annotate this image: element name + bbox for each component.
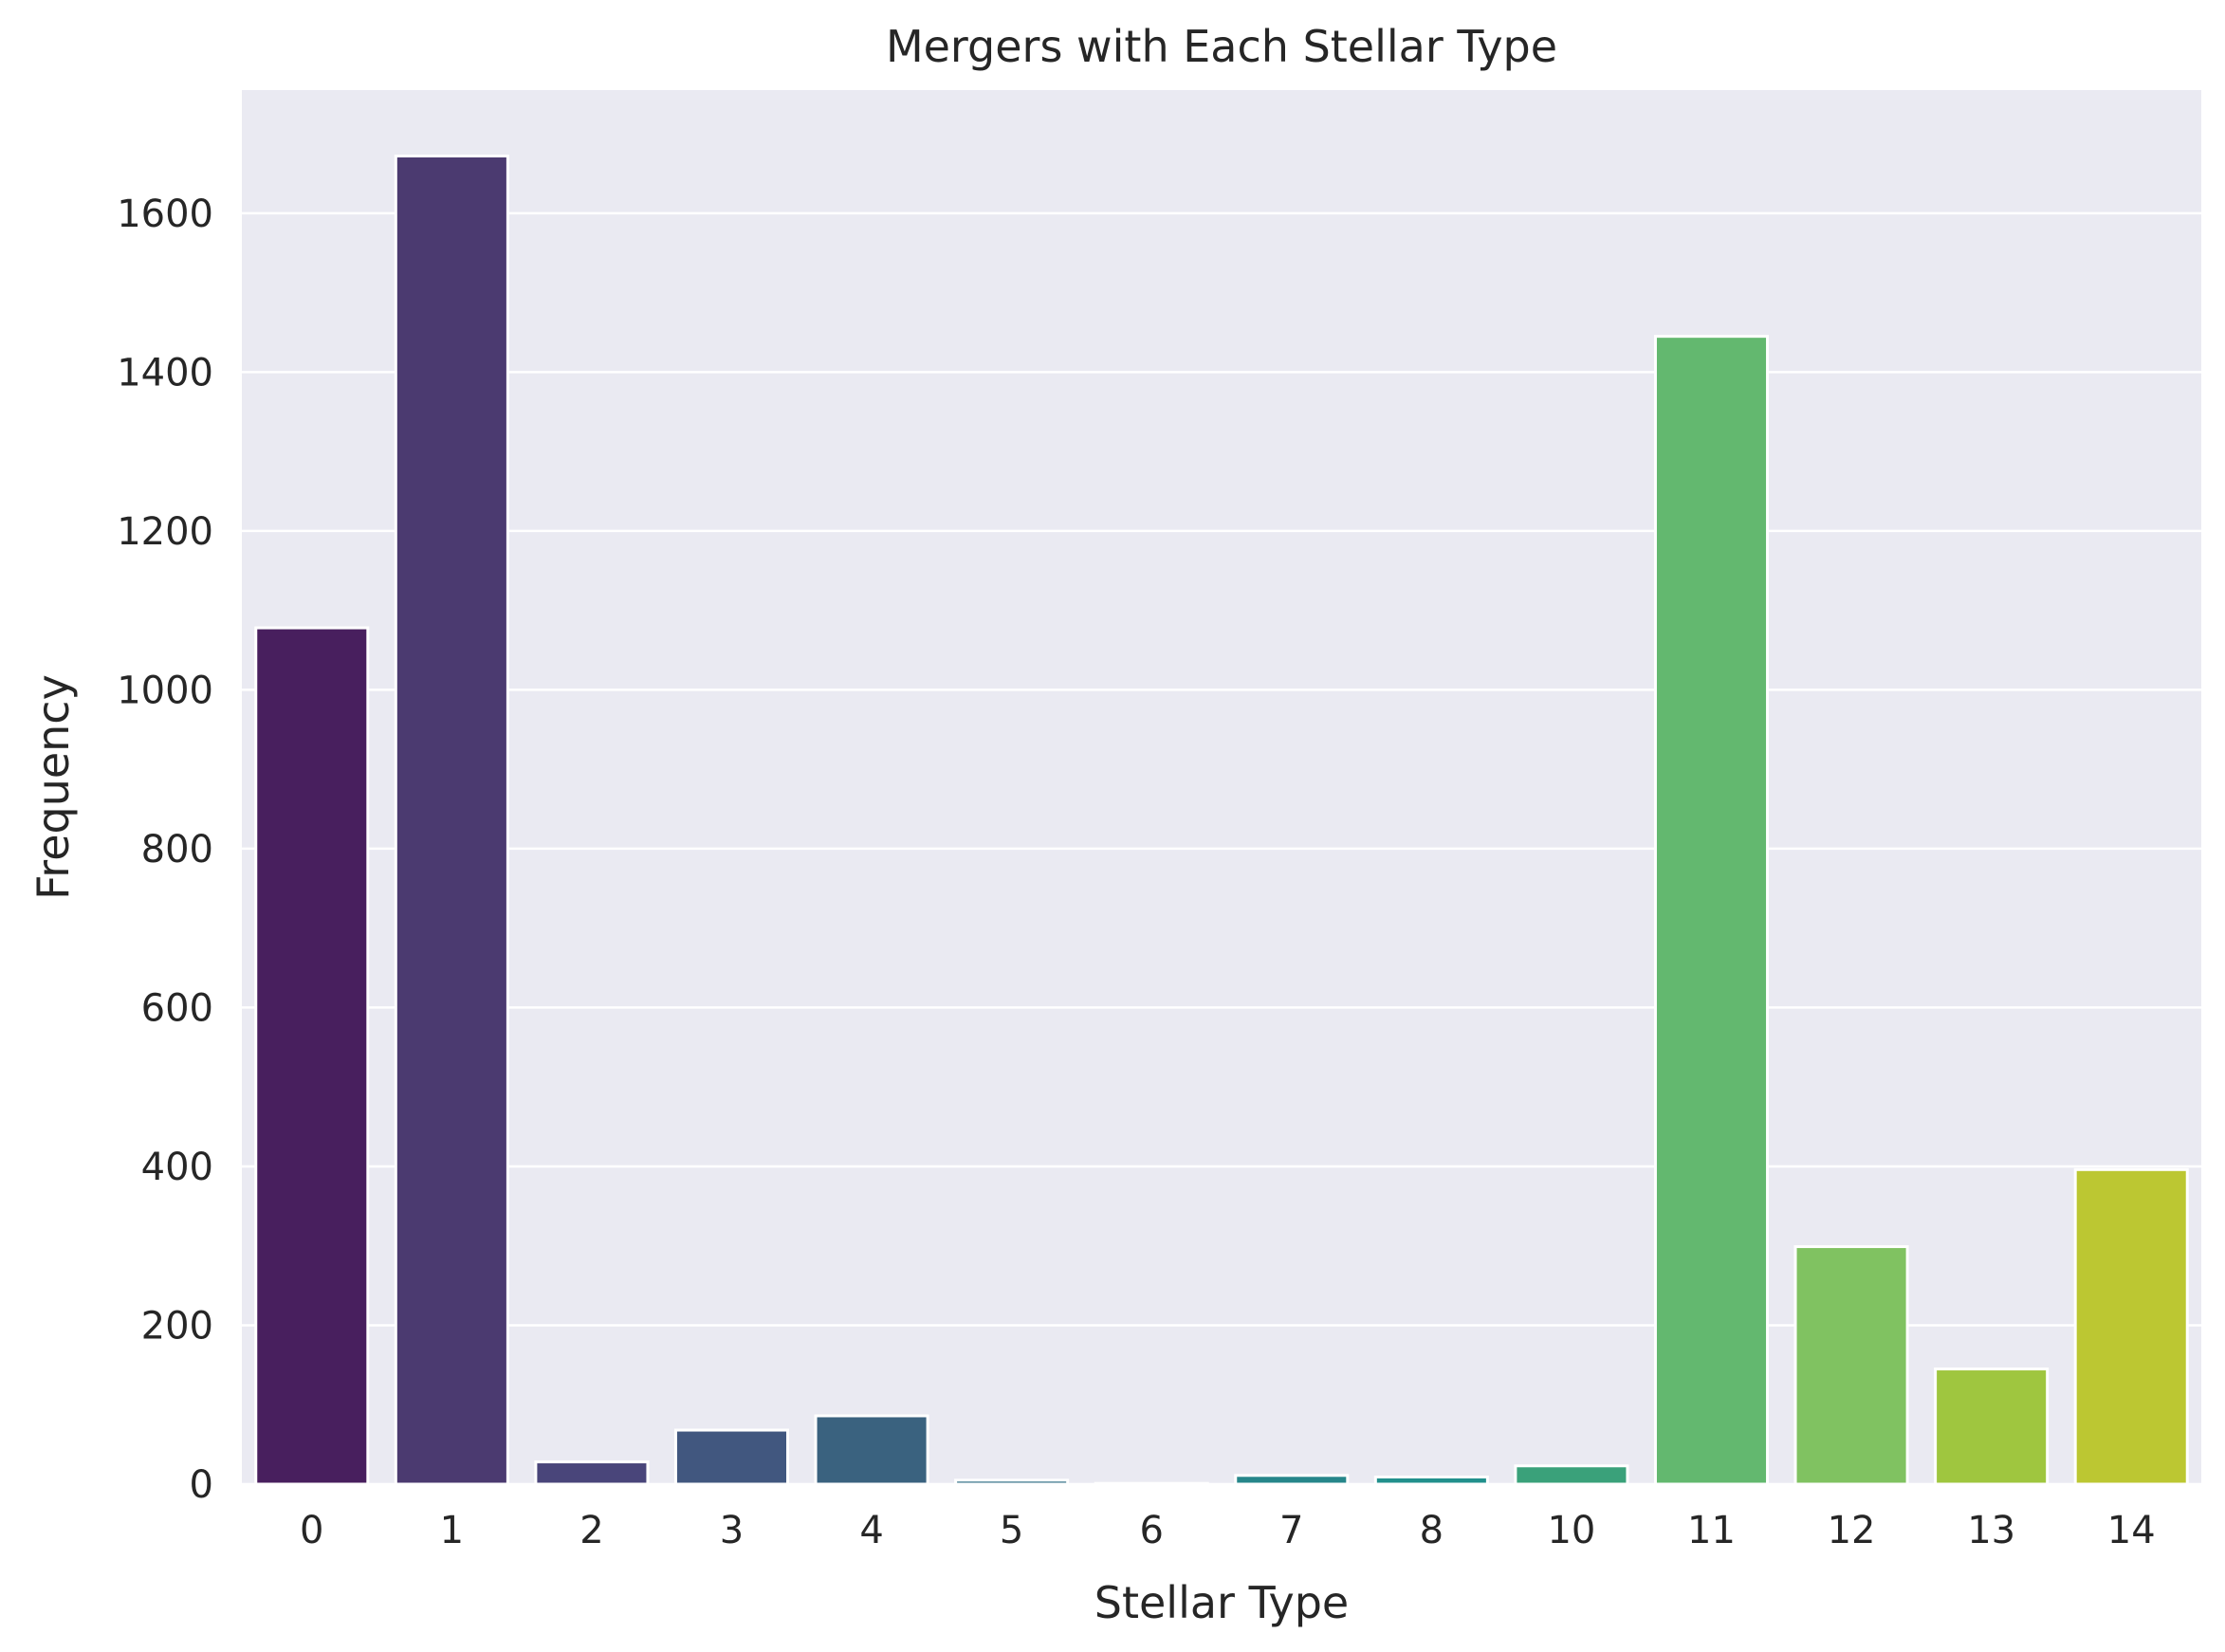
y-tick-label: 1000	[117, 669, 213, 712]
bar-10	[1514, 1464, 1629, 1486]
x-tick-label: 10	[1547, 1509, 1595, 1552]
bar-6	[1094, 1481, 1209, 1486]
bar-4	[814, 1414, 929, 1486]
bar-8	[1373, 1475, 1489, 1486]
y-tick-labels: 0 200 400 600 800 1000 1200 1400 1600	[117, 193, 213, 1507]
x-tick-labels: 0 1 2 3 4 5 6 7 8 10 11 12 13 14	[300, 1509, 2156, 1552]
x-axis-label: Stellar Type	[1094, 1577, 1349, 1628]
y-tick-label: 0	[190, 1463, 213, 1507]
bar-12	[1793, 1245, 1909, 1486]
x-tick-label: 4	[859, 1509, 883, 1552]
y-tick-label: 1600	[117, 193, 213, 236]
y-tick-label: 1400	[117, 351, 213, 395]
x-tick-label: 3	[720, 1509, 744, 1552]
x-tick-label: 11	[1687, 1509, 1736, 1552]
y-tick-label: 1200	[117, 510, 213, 554]
x-tick-label: 14	[2107, 1509, 2156, 1552]
x-tick-label: 5	[1000, 1509, 1023, 1552]
bar-1	[394, 155, 509, 1486]
bar-3	[673, 1428, 790, 1486]
y-tick-label: 600	[141, 986, 213, 1030]
bar-11	[1653, 335, 1770, 1486]
bars	[254, 155, 2189, 1486]
x-tick-label: 1	[440, 1509, 464, 1552]
bar-0	[254, 626, 370, 1486]
x-tick-label: 13	[1967, 1509, 2015, 1552]
bar-14	[2073, 1167, 2189, 1486]
x-tick-label: 6	[1139, 1509, 1163, 1552]
bar-5	[954, 1478, 1070, 1486]
x-tick-label: 2	[579, 1509, 603, 1552]
bar-13	[1934, 1367, 2050, 1486]
y-tick-label: 400	[141, 1146, 213, 1189]
x-tick-label: 0	[300, 1509, 323, 1552]
y-tick-label: 200	[141, 1304, 213, 1348]
chart-title: Mergers with Each Stellar Type	[886, 21, 1557, 72]
x-tick-label: 7	[1279, 1509, 1303, 1552]
bar-7	[1234, 1474, 1350, 1486]
x-tick-label: 12	[1828, 1509, 1876, 1552]
y-tick-label: 800	[141, 828, 213, 872]
bar-2	[534, 1460, 650, 1486]
y-axis-label: Frequency	[28, 674, 79, 900]
x-tick-label: 8	[1420, 1509, 1443, 1552]
